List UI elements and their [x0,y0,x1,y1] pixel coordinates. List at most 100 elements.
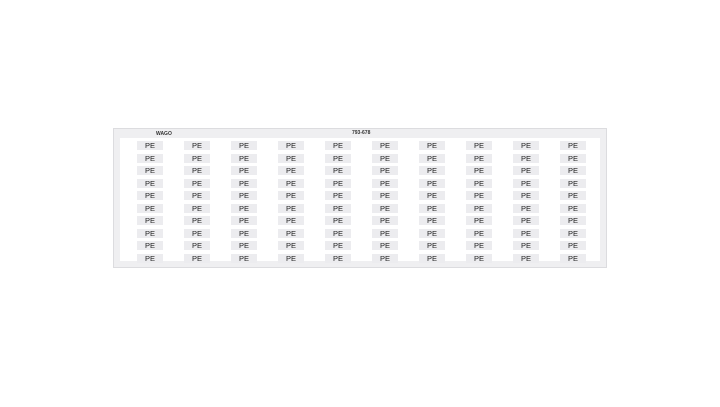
marker-label: PE [231,141,257,150]
marker-label: PE [278,141,304,150]
marker-label: PE [278,178,304,188]
marker-label: PE [513,216,539,225]
marker-label: PE [466,191,492,200]
marker-label: PE [137,153,163,163]
marker-label: PE [278,191,304,200]
marker-label: PE [231,153,257,163]
marker-label: PE [278,153,304,163]
marker-label: PE [184,141,210,150]
marker-label: PE [372,141,398,150]
marker-label: PE [466,166,492,175]
marker-label: PE [419,228,445,238]
marker-label: PE [419,216,445,225]
marker-label: PE [560,178,586,188]
marker-label: PE [372,191,398,200]
marker-label: PE [137,203,163,213]
marker-label: PE [231,253,257,263]
marker-label: PE [513,191,539,200]
marker-label: PE [137,191,163,200]
marker-card: WAGO 793-678 PE PE PE PE PE PE PE PE PE PE PE PE PE P… [113,128,607,268]
marker-label: PE [231,241,257,250]
marker-label: PE [419,203,445,213]
marker-label: PE [231,203,257,213]
marker-area: PE PE PE PE PE PE PE PE PE PE PE PE PE PE PE PE PE PE PE PE… [120,138,600,263]
card-header: WAGO 793-678 [114,129,606,138]
marker-label: PE [278,216,304,225]
marker-label: PE [325,153,351,163]
marker-label: PE [231,228,257,238]
marker-label: PE [278,203,304,213]
marker-label: PE [184,216,210,225]
marker-label: PE [560,166,586,175]
marker-label: PE [325,166,351,175]
marker-label: PE [231,216,257,225]
marker-label: PE [325,141,351,150]
marker-label: PE [184,253,210,263]
marker-label: PE [419,191,445,200]
marker-label: PE [560,216,586,225]
marker-label: PE [325,241,351,250]
marker-label: PE [231,191,257,200]
marker-label: PE [513,178,539,188]
marker-label: PE [466,178,492,188]
marker-label: PE [325,253,351,263]
marker-label: PE [325,178,351,188]
part-number: 793-678 [352,130,371,136]
marker-label: PE [513,253,539,263]
marker-label: PE [372,228,398,238]
marker-label: PE [184,203,210,213]
marker-label: PE [137,241,163,250]
marker-label: PE [325,228,351,238]
marker-label: PE [184,166,210,175]
marker-label: PE [513,241,539,250]
marker-label: PE [278,166,304,175]
marker-label: PE [419,253,445,263]
marker-label: PE [137,228,163,238]
marker-label: PE [419,178,445,188]
marker-grid: PE PE PE PE PE PE PE PE PE PE PE PE PE PE PE PE PE PE PE PE… [137,141,586,263]
marker-label: PE [560,228,586,238]
marker-label: PE [466,228,492,238]
marker-label: PE [184,178,210,188]
marker-label: PE [372,178,398,188]
marker-label: PE [560,253,586,263]
marker-label: PE [137,166,163,175]
marker-label: PE [466,253,492,263]
marker-label: PE [278,241,304,250]
marker-label: PE [372,166,398,175]
brand-label: WAGO [156,131,172,137]
marker-label: PE [278,228,304,238]
marker-label: PE [325,191,351,200]
marker-label: PE [466,153,492,163]
marker-label: PE [419,166,445,175]
marker-label: PE [325,216,351,225]
marker-label: PE [560,141,586,150]
marker-label: PE [372,153,398,163]
marker-label: PE [137,141,163,150]
marker-label: PE [372,203,398,213]
marker-label: PE [513,228,539,238]
marker-label: PE [466,203,492,213]
marker-label: PE [466,241,492,250]
marker-label: PE [231,178,257,188]
marker-label: PE [372,253,398,263]
marker-label: PE [466,141,492,150]
marker-label: PE [513,153,539,163]
marker-label: PE [137,253,163,263]
marker-label: PE [231,166,257,175]
marker-label: PE [560,241,586,250]
marker-label: PE [513,203,539,213]
marker-label: PE [419,141,445,150]
marker-label: PE [184,191,210,200]
marker-label: PE [137,178,163,188]
marker-label: PE [184,153,210,163]
marker-label: PE [560,191,586,200]
marker-label: PE [419,241,445,250]
marker-label: PE [466,216,492,225]
marker-label: PE [137,216,163,225]
marker-label: PE [513,166,539,175]
marker-label: PE [325,203,351,213]
marker-label: PE [513,141,539,150]
marker-label: PE [184,241,210,250]
marker-label: PE [278,253,304,263]
